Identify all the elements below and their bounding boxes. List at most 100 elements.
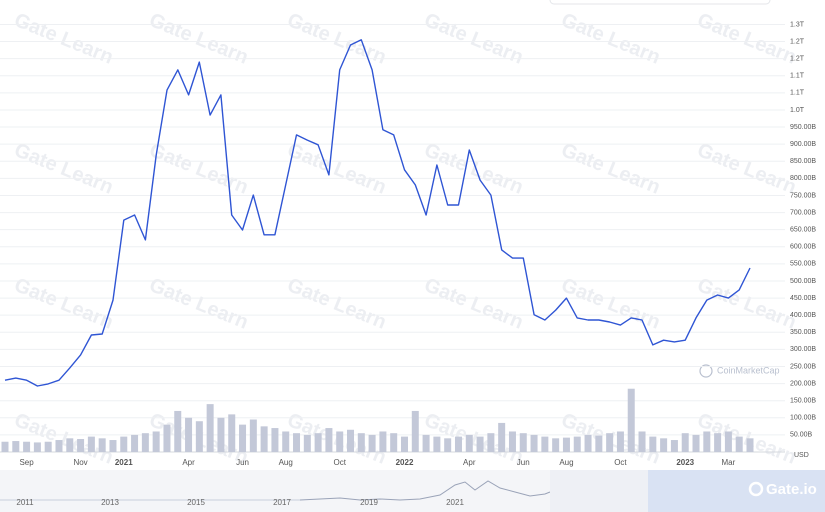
volume-bar <box>681 433 689 452</box>
volume-bar <box>746 438 754 452</box>
volume-bar <box>638 431 646 452</box>
currency-label: USD <box>794 452 809 459</box>
volume-bar <box>714 433 722 452</box>
price-line <box>4 39 751 387</box>
y-tick-label: 550.00B <box>790 261 816 268</box>
volume-bar <box>1 441 9 452</box>
y-tick-label: 150.00B <box>790 398 816 405</box>
x-tick-label: Oct <box>333 458 346 467</box>
volume-bar <box>77 439 85 452</box>
y-tick-label: 400.00B <box>790 312 816 319</box>
navigator-label: 2021 <box>446 498 464 507</box>
navigator-selection[interactable] <box>648 470 825 512</box>
volume-bar <box>87 436 95 452</box>
x-tick-label: Apr <box>182 458 195 467</box>
x-tick-label: Mar <box>722 458 736 467</box>
y-tick-label: 1.0T <box>790 107 805 114</box>
y-tick-label: 1.2T <box>790 55 805 62</box>
x-tick-label: Apr <box>463 458 476 467</box>
volume-bar <box>508 431 516 452</box>
volume-bar <box>562 437 570 452</box>
volume-bar <box>217 417 225 452</box>
volume-bar <box>584 434 592 452</box>
volume-bar <box>141 433 149 452</box>
brand: Gate.io <box>766 481 817 498</box>
volume-bar <box>400 436 408 452</box>
volume-bar <box>465 434 473 452</box>
volume-bar <box>357 433 365 452</box>
y-tick-label: 1.3T <box>790 21 805 28</box>
volume-bar <box>660 438 668 452</box>
volume-bar <box>670 440 678 452</box>
volume-bar <box>174 410 182 452</box>
volume-bar <box>271 428 279 452</box>
navigator-line <box>299 480 551 501</box>
y-tick-label: 250.00B <box>790 363 816 370</box>
volume-bar <box>552 438 560 452</box>
volume-bar <box>498 422 506 452</box>
y-tick-label: 700.00B <box>790 209 816 216</box>
volume-bar <box>195 421 203 452</box>
x-tick-label: 2021 <box>115 458 133 467</box>
volume-bar <box>724 431 732 452</box>
volume-bar <box>627 388 635 452</box>
volume-bar <box>735 436 743 452</box>
volume-bar <box>12 441 20 452</box>
volume-bar <box>228 414 236 452</box>
y-tick-label: 850.00B <box>790 158 816 165</box>
volume-bar <box>411 410 419 452</box>
volume-bar <box>390 433 398 452</box>
volume-bar <box>703 431 711 452</box>
navigator-label: 2015 <box>187 498 205 507</box>
volume-bar <box>260 426 268 452</box>
volume-bar <box>573 436 581 452</box>
volume-bar <box>649 436 657 452</box>
brand-logo <box>748 481 764 497</box>
volume-bar <box>282 431 290 452</box>
x-tick-label: 2023 <box>676 458 694 467</box>
volume-bar <box>444 438 452 452</box>
y-tick-label: 200.00B <box>790 380 816 387</box>
volume-bar <box>476 436 484 452</box>
volume-bar <box>692 434 700 452</box>
volume-bar <box>379 431 387 452</box>
volume-bar <box>325 428 333 452</box>
x-tick-label: Aug <box>279 458 293 467</box>
volume-bar <box>487 433 495 452</box>
navigator-window[interactable] <box>550 470 648 512</box>
x-tick-label: Jun <box>517 458 530 467</box>
navigator-label: 2013 <box>101 498 119 507</box>
y-tick-label: 800.00B <box>790 175 816 182</box>
source: CoinMarketCap <box>717 365 780 375</box>
volume-bar <box>454 436 462 452</box>
navigator-label: 2011 <box>16 498 34 507</box>
volume-bar <box>55 440 63 452</box>
volume-bar <box>239 424 247 452</box>
x-tick-label: Jun <box>236 458 249 467</box>
y-tick-label: 750.00B <box>790 192 816 199</box>
x-tick-label: 2022 <box>396 458 414 467</box>
volume-bar <box>595 435 603 452</box>
x-tick-label: Aug <box>559 458 573 467</box>
y-tick-label: 1.1T <box>790 90 805 97</box>
navigator-label: 2017 <box>273 498 291 507</box>
volume-bar <box>541 436 549 452</box>
volume-bar <box>163 424 171 452</box>
volume-bar <box>23 441 31 452</box>
volume-bar <box>336 431 344 452</box>
volume-bar <box>66 438 74 452</box>
y-tick-label: 50.00B <box>790 432 813 439</box>
x-tick-label: Oct <box>614 458 627 467</box>
volume-bar <box>293 433 301 452</box>
volume-bar <box>314 433 322 452</box>
volume-bar <box>206 404 214 452</box>
source-logo <box>699 364 713 378</box>
volume-bar <box>368 434 376 452</box>
x-tick-label: Sep <box>19 458 34 467</box>
y-tick-label: 600.00B <box>790 244 816 251</box>
x-tick-label: Nov <box>73 458 87 467</box>
volume-bar <box>303 434 311 452</box>
volume-bar <box>33 442 41 452</box>
y-tick-label: 1.1T <box>790 73 805 80</box>
